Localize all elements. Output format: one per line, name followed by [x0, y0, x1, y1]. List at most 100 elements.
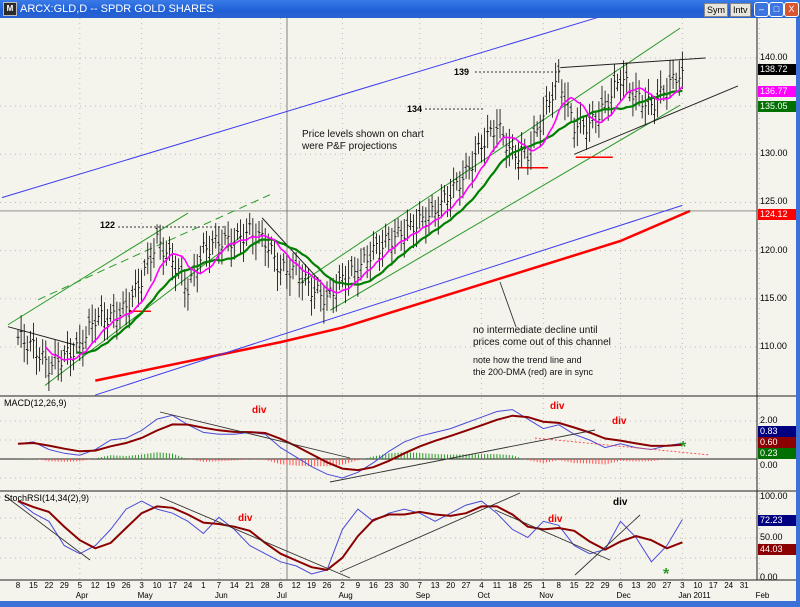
sync-note-line: note how the trend line and [473, 355, 582, 365]
minimize-button[interactable]: – [754, 2, 769, 17]
channel-note-line: prices come out of this channel [473, 337, 611, 348]
date-tick: 13 [631, 581, 641, 590]
level-134-label: 134 [407, 104, 423, 114]
date-tick: 12 [90, 581, 100, 590]
stoch-d-line [17, 500, 683, 571]
price-axis-tick: 120.00 [760, 244, 788, 255]
date-tick: 29 [600, 581, 610, 590]
date-tick: 22 [44, 581, 54, 590]
month-label: Oct [477, 591, 490, 600]
indicator-trendlines [4, 71, 711, 579]
stoch-axis-tick: 100.00 [760, 491, 788, 501]
trendline [329, 104, 681, 311]
hist-value-tag: 0.23 [758, 448, 798, 459]
intv-button[interactable]: Intv [730, 3, 751, 17]
trendline [7, 326, 76, 346]
signal-line [17, 414, 683, 472]
date-tick: 6 [278, 581, 283, 590]
month-label: Jun [214, 591, 228, 600]
window-border [796, 18, 800, 607]
date-tick: 31 [739, 581, 749, 590]
window-border [0, 601, 800, 607]
date-tick: 19 [106, 581, 116, 590]
signal-value-tag: 0.60 [758, 437, 798, 448]
macd-panel [17, 409, 683, 479]
date-tick: 11 [492, 581, 502, 590]
date-tick: 20 [646, 581, 656, 590]
date-tick: 13 [430, 581, 440, 590]
div-label: div [238, 513, 253, 524]
month-label: Nov [539, 591, 554, 600]
date-tick: 8 [15, 581, 21, 590]
sym-button[interactable]: Sym [704, 3, 728, 17]
month-label: Dec [616, 591, 631, 600]
macd-trendline [329, 429, 596, 483]
date-tick: 16 [368, 581, 378, 590]
date-tick: 5 [77, 581, 83, 590]
macd-trendline [159, 411, 351, 459]
date-tick: 6 [618, 581, 623, 590]
date-tick: 21 [245, 581, 255, 590]
date-tick: 22 [585, 581, 595, 590]
level-139-label: 139 [454, 67, 470, 77]
maximize-button[interactable]: □ [769, 2, 784, 17]
date-tick: 30 [399, 581, 409, 590]
date-tick: 20 [446, 581, 456, 590]
stoch-trendline [159, 496, 351, 579]
stoch-trendline [574, 514, 641, 576]
date-tick: 19 [307, 581, 316, 590]
date-tick: 27 [662, 581, 672, 590]
date-tick: 1 [541, 581, 546, 590]
date-tick: 26 [322, 581, 332, 590]
date-tick: 1 [201, 581, 206, 590]
pf-note-line: Price levels shown on chart [302, 129, 424, 140]
date-tick: 8 [556, 581, 561, 590]
month-label: Aug [338, 591, 353, 600]
macd-line [17, 409, 683, 479]
stoch-trendline [4, 495, 91, 561]
stoch-axis-tick: 0.00 [760, 572, 778, 582]
trendline [95, 204, 683, 396]
date-tick: 2 [340, 581, 345, 590]
title-bar: M ARCX:GLD,D -- SPDR GOLD SHARES Sym Int… [0, 0, 800, 18]
date-tick: 14 [229, 581, 239, 590]
stoch-d-value-tag: 44.03 [758, 544, 798, 555]
trendline [574, 85, 739, 155]
stoch-k-line [17, 500, 683, 575]
dma200-line [95, 209, 691, 382]
window-title: ARCX:GLD,D -- SPDR GOLD SHARES [20, 3, 214, 15]
month-label: Sep [415, 591, 430, 600]
close-button[interactable]: X [784, 2, 799, 17]
div-label: div [613, 497, 628, 508]
price-axis-tick: 140.00 [760, 52, 788, 62]
stoch-trendline [339, 492, 521, 573]
div-label: div [548, 514, 563, 525]
date-tick: 26 [121, 581, 131, 590]
level-122-label: 122 [100, 220, 116, 230]
month-label: Jul [276, 591, 287, 600]
stoch-k-value-tag: 72.23 [758, 515, 798, 526]
macd-label: MACD(12,26,9) [4, 398, 67, 408]
star-marker: * [663, 566, 670, 583]
date-tick: 17 [708, 581, 718, 590]
date-tick: 7 [216, 581, 222, 590]
stoch-trendline [494, 509, 611, 561]
date-tick: 4 [479, 581, 484, 590]
trendline [7, 212, 189, 326]
date-tick: 12 [291, 581, 301, 590]
annotation-pointer-line [499, 281, 517, 328]
date-tick: 28 [260, 581, 270, 590]
date-tick: 18 [507, 581, 517, 590]
date-tick: 3 [139, 581, 144, 590]
ma-long-value-tag: 135.05 [758, 101, 798, 112]
month-label: Apr [75, 591, 89, 600]
trendline [37, 194, 271, 301]
div-label: div [612, 416, 627, 427]
month-label: Jan 2011 [678, 591, 711, 600]
pf-note-line: were P&F projections [302, 141, 398, 152]
ma-short-value-tag: 136.77 [758, 86, 798, 97]
trendline [1, 17, 598, 199]
channel-note-line: no intermediate decline until [473, 325, 598, 336]
ma-short-line [45, 86, 683, 361]
